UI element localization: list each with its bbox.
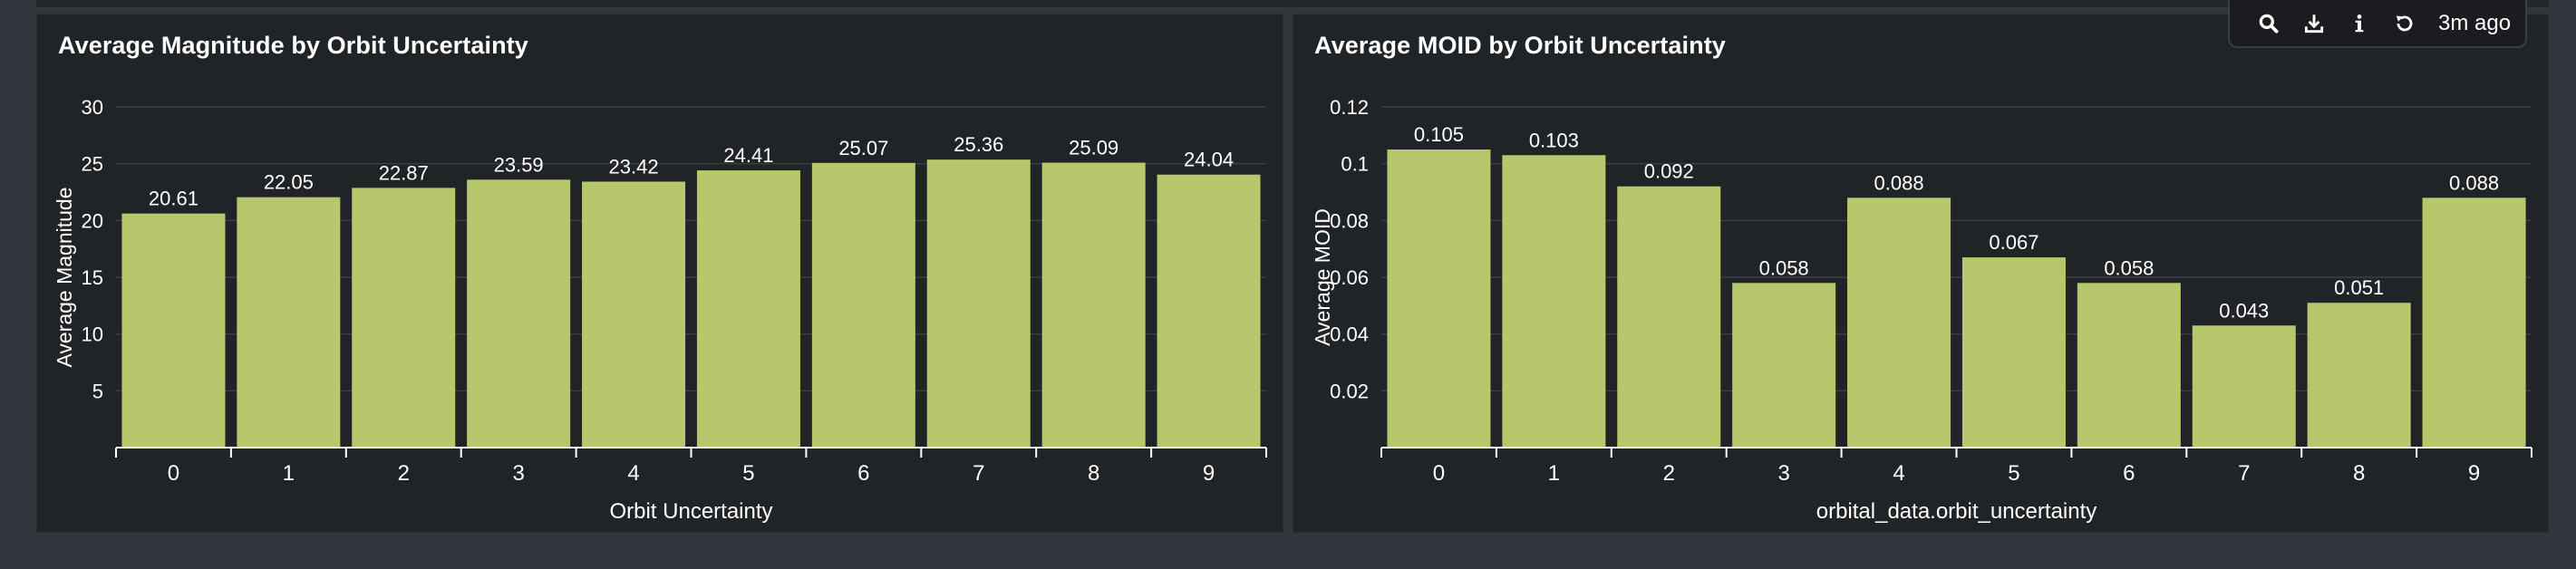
search-icon (2259, 14, 2279, 34)
magnitude-bar-5 (696, 170, 800, 448)
magnitude-data-label-3: 23.59 (494, 153, 544, 176)
magnitude-data-label-6: 25.07 (838, 137, 888, 159)
refresh-icon (2396, 14, 2413, 31)
moid-bar-5 (1961, 257, 2066, 448)
last-refreshed-time[interactable]: 3m ago (2438, 10, 2512, 35)
magnitude-xtick-label: 0 (168, 461, 179, 486)
magnitude-xtick-label: 4 (627, 461, 639, 486)
moid-xtick-label: 3 (1777, 461, 1789, 486)
magnitude-ytick-label: 15 (82, 266, 103, 289)
magnitude-ytick-label: 5 (92, 380, 103, 402)
magnitude-chart-panel: Average Magnitude by Orbit Uncertainty 5… (36, 14, 1283, 533)
moid-y-axis-title: Average MOID (1311, 208, 1334, 346)
magnitude-xtick-label: 3 (512, 461, 524, 486)
magnitude-xtick-label: 7 (973, 461, 984, 486)
moid-xtick-label: 1 (1548, 461, 1560, 486)
moid-xtick-label: 7 (2238, 461, 2250, 486)
moid-bar-0 (1387, 149, 1491, 448)
download-button[interactable] (2291, 4, 2337, 43)
magnitude-bar-9 (1157, 174, 1261, 448)
moid-x-axis-title: orbital_data.orbit_uncertainty (1816, 499, 2097, 524)
moid-xtick-label: 5 (2008, 461, 2019, 486)
magnitude-ytick-label: 10 (82, 323, 103, 346)
magnitude-xtick-label: 2 (398, 461, 410, 486)
moid-bar-3 (1732, 283, 1836, 448)
moid-bar-9 (2422, 198, 2526, 448)
magnitude-bar-0 (121, 213, 226, 448)
moid-xtick-label: 0 (1433, 461, 1445, 486)
moid-bar-chart: 0.02 0.04 0.06 0.08 0.1 0.12 0.105 0.103 0.092 0.… (1311, 96, 2532, 524)
moid-xtick-label: 6 (2123, 461, 2135, 486)
magnitude-xtick-label: 8 (1088, 461, 1099, 486)
magnitude-chart-title: Average Magnitude by Orbit Uncertainty (58, 32, 528, 59)
magnitude-bar-2 (352, 188, 456, 448)
moid-data-label-9: 0.088 (2449, 171, 2499, 194)
moid-bar-4 (1847, 198, 1951, 448)
search-button[interactable] (2246, 4, 2291, 43)
moid-chart-panel: Average MOID by Orbit Uncertainty 0.02 0.… (1293, 14, 2549, 533)
magnitude-data-label-2: 22.87 (379, 161, 429, 184)
moid-data-label-3: 0.058 (1759, 256, 1809, 279)
magnitude-data-label-4: 23.42 (609, 155, 659, 178)
moid-data-label-1: 0.103 (1529, 129, 1579, 151)
magnitude-y-axis-title: Average Magnitude (53, 187, 76, 367)
moid-xtick-label: 4 (1893, 461, 1904, 486)
info-button[interactable] (2337, 4, 2382, 43)
magnitude-data-label-8: 25.09 (1069, 137, 1119, 159)
magnitude-ytick-label: 30 (82, 96, 103, 119)
magnitude-ytick-label: 25 (82, 153, 103, 176)
magnitude-x-axis-title: Orbit Uncertainty (609, 499, 772, 524)
moid-data-label-8: 0.051 (2334, 276, 2384, 299)
magnitude-xtick-label: 1 (283, 461, 295, 486)
moid-ytick-label: 0.02 (1330, 380, 1369, 402)
moid-ytick-label: 0.12 (1330, 96, 1369, 119)
top-panel-edge (36, 0, 2549, 7)
magnitude-bar-4 (582, 181, 686, 448)
moid-xtick-label: 8 (2353, 461, 2365, 486)
moid-ytick-label: 0.04 (1330, 323, 1369, 346)
moid-bar-8 (2307, 303, 2411, 448)
moid-xtick-label: 2 (1663, 461, 1675, 486)
moid-data-label-7: 0.043 (2219, 299, 2269, 322)
magnitude-bar-3 (467, 179, 571, 448)
moid-data-label-0: 0.105 (1414, 123, 1464, 146)
moid-bar-2 (1617, 186, 1721, 448)
magnitude-data-label-0: 20.61 (149, 188, 199, 210)
moid-bar-6 (2077, 283, 2181, 448)
magnitude-xtick-label: 5 (742, 461, 754, 486)
magnitude-data-label-1: 22.05 (264, 171, 314, 194)
moid-bar-7 (2192, 325, 2296, 448)
magnitude-data-label-7: 25.36 (954, 133, 1003, 156)
magnitude-bar-8 (1041, 162, 1146, 448)
moid-chart-title: Average MOID by Orbit Uncertainty (1314, 32, 1726, 59)
refresh-button[interactable] (2382, 4, 2427, 43)
magnitude-bar-7 (926, 159, 1031, 448)
magnitude-data-label-9: 24.04 (1184, 149, 1234, 171)
magnitude-xtick-label: 6 (857, 461, 869, 486)
moid-bar-1 (1502, 155, 1606, 448)
panel-toolbar: 3m ago (2228, 0, 2527, 48)
moid-ytick-label: 0.1 (1341, 153, 1369, 176)
magnitude-bar-1 (237, 197, 341, 448)
moid-xtick-label: 9 (2468, 461, 2480, 486)
magnitude-xtick-label: 9 (1203, 461, 1215, 486)
moid-data-label-2: 0.092 (1644, 160, 1694, 183)
magnitude-bar-6 (811, 162, 915, 448)
magnitude-ytick-label: 20 (82, 209, 103, 232)
moid-ytick-label: 0.06 (1330, 266, 1369, 289)
moid-ytick-label: 0.08 (1330, 209, 1369, 232)
info-icon (2355, 14, 2364, 32)
moid-data-label-5: 0.067 (1989, 231, 2039, 254)
moid-data-label-6: 0.058 (2104, 256, 2154, 279)
download-icon (2304, 14, 2324, 33)
magnitude-data-label-5: 24.41 (723, 144, 773, 167)
moid-data-label-4: 0.088 (1874, 171, 1924, 194)
